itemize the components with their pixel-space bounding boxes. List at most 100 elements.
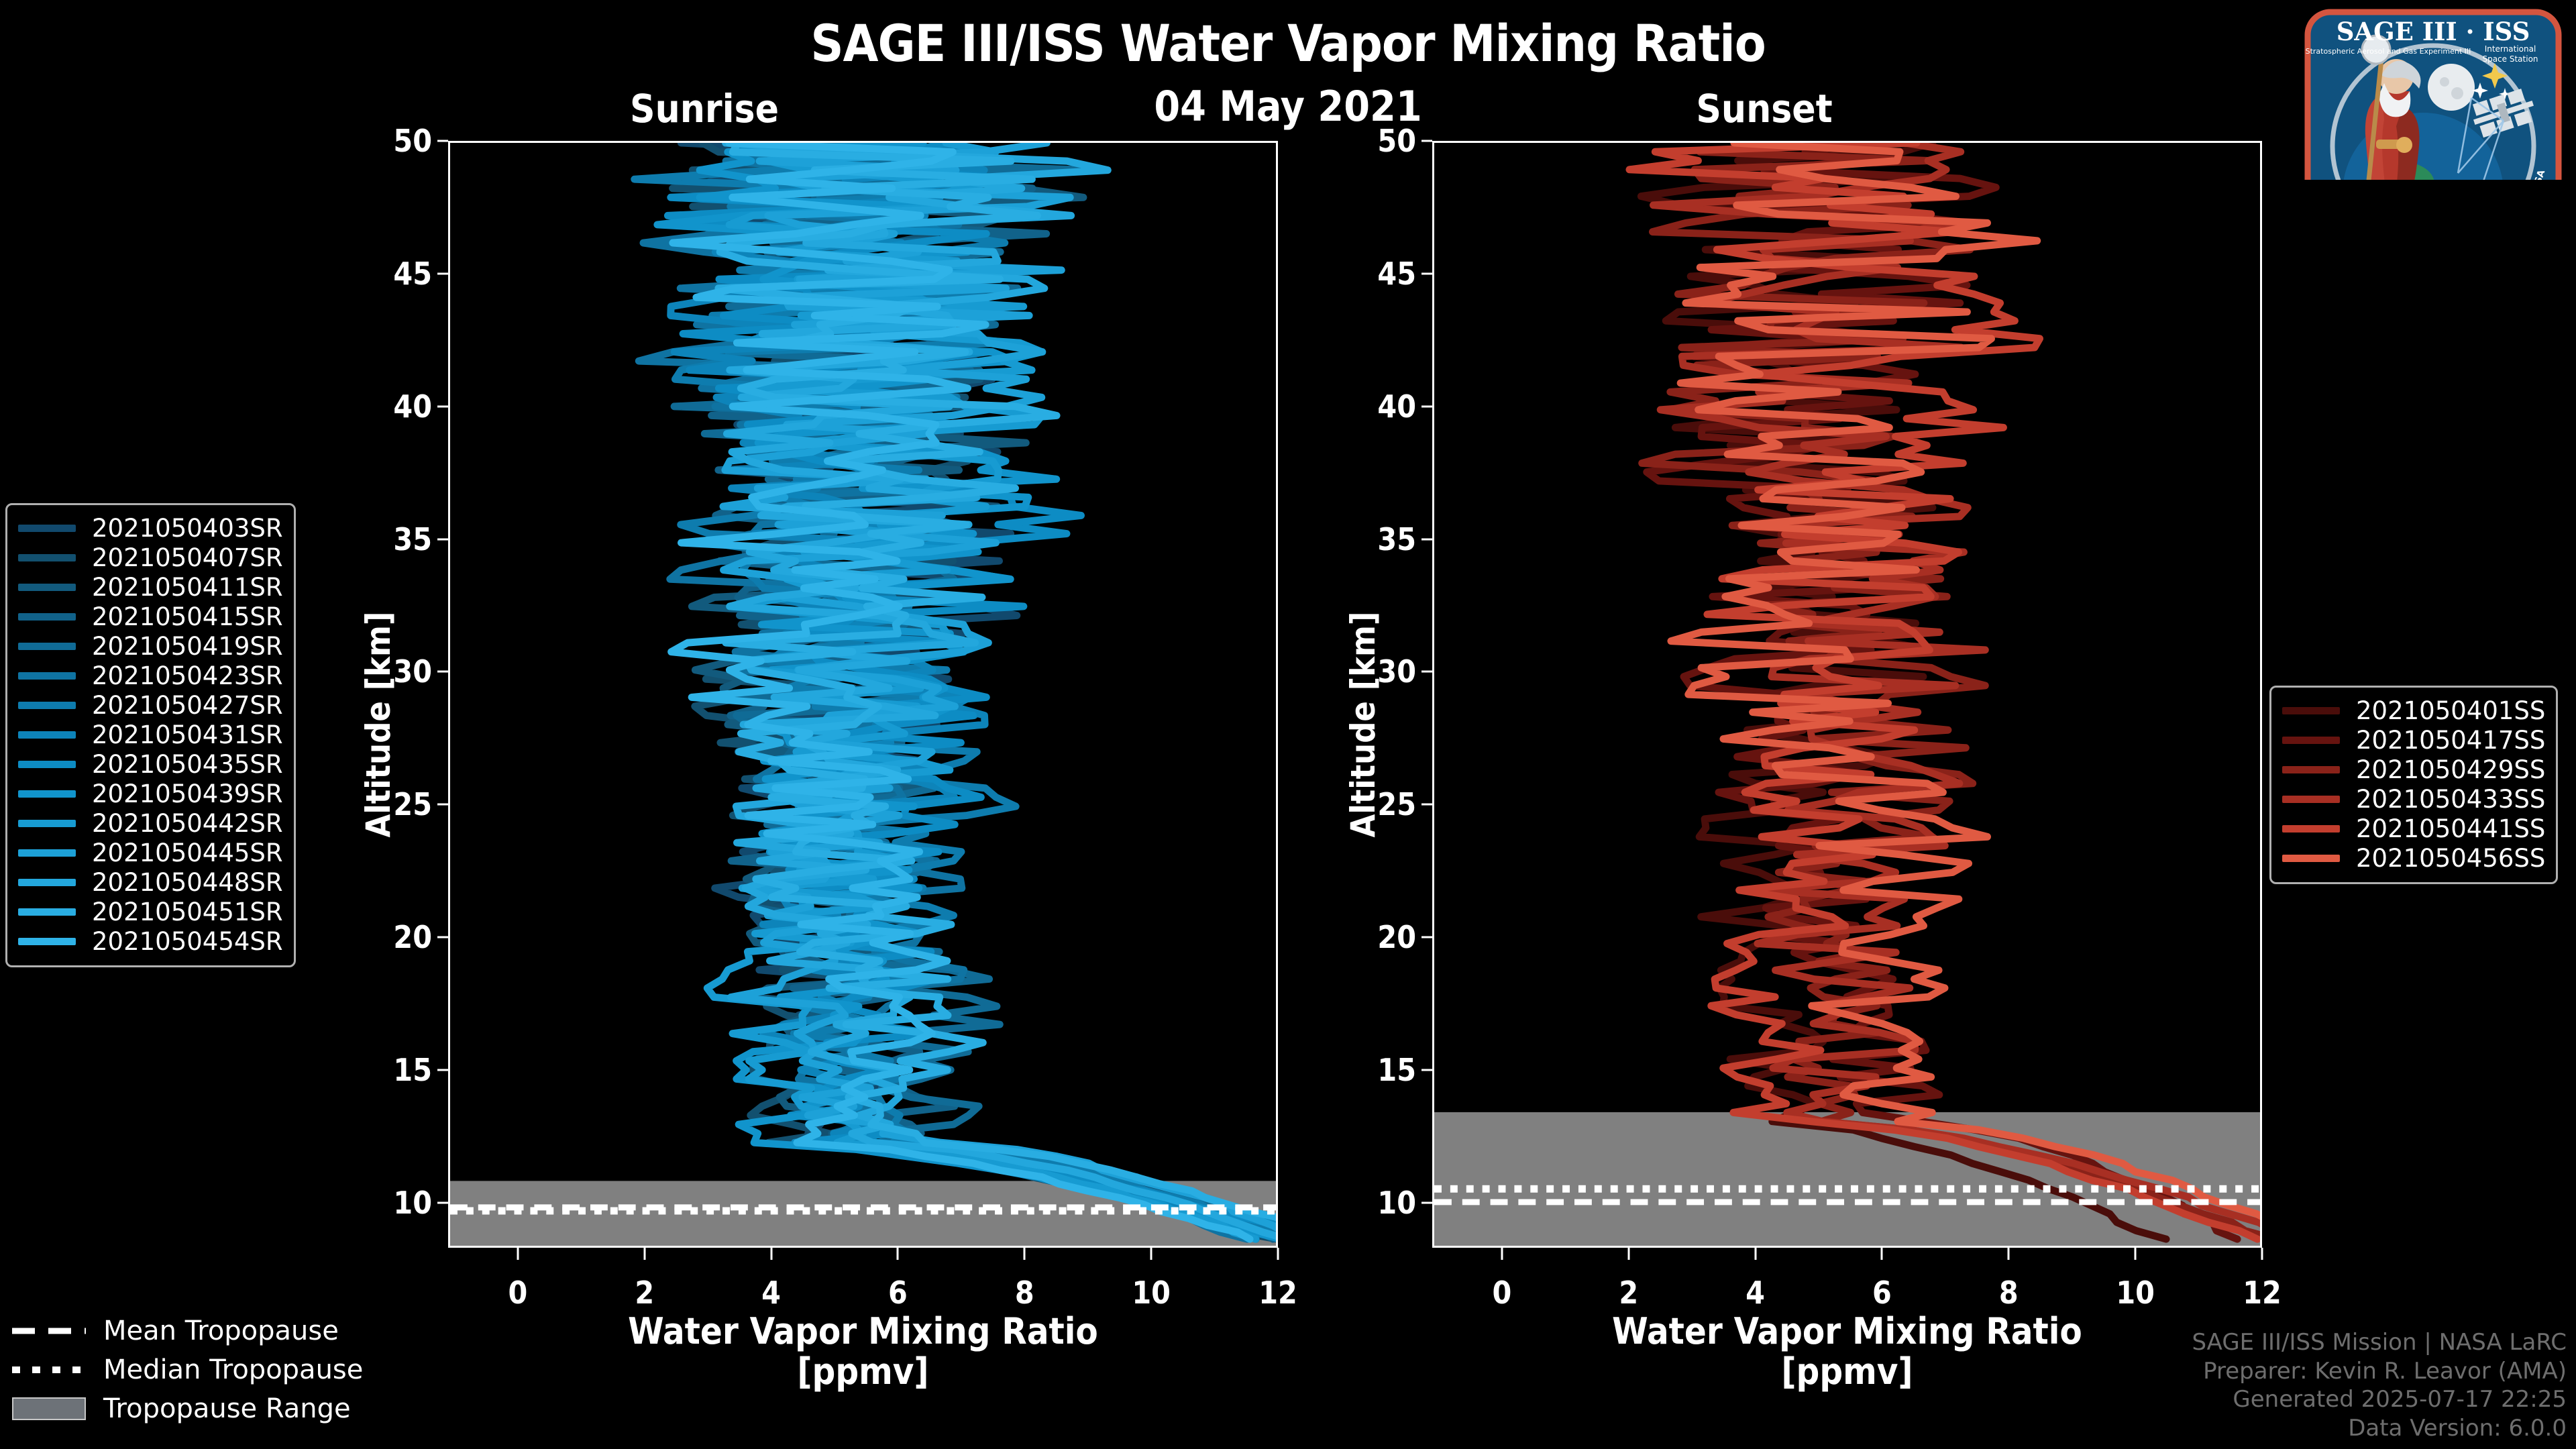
legend-item-sunrise[interactable]: 2021050403SR — [18, 513, 283, 543]
legend-item-sunrise[interactable]: 2021050411SR — [18, 572, 283, 602]
y-tick-mark-sunrise — [437, 538, 448, 541]
date-subtitle: 04 May 2021 — [1154, 82, 1422, 131]
legend-item-label: 2021050419SR — [92, 631, 283, 661]
legend-item-sunrise[interactable]: 2021050454SR — [18, 926, 283, 956]
legend-item-sunset[interactable]: 2021050441SS — [2282, 814, 2545, 843]
legend-color-swatch — [18, 760, 76, 768]
legend-item-sunset[interactable]: 2021050433SS — [2282, 784, 2545, 814]
profile-line — [1625, 143, 2260, 1243]
legend-color-swatch — [18, 701, 76, 709]
legend-item-label: 2021050407SR — [92, 543, 283, 572]
plot-panel-sunrise: 10 15 20 25 30 35 40 45 50 0 2 4 6 8 10 12 — [393, 123, 1297, 1311]
legend-item-label: 2021050427SR — [92, 690, 283, 720]
x-tick-mark-sunset — [1501, 1248, 1503, 1260]
y-tick-label-sunset: 25 — [1377, 786, 1416, 823]
legend-item-sunrise[interactable]: 2021050423SR — [18, 661, 283, 690]
y-tick-mark-sunrise — [437, 670, 448, 673]
legend-item-label: 2021050448SR — [92, 867, 283, 897]
credits-line: Data Version: 6.0.0 — [2348, 1414, 2567, 1442]
x-tick-mark-sunrise — [1023, 1248, 1026, 1260]
y-tick-mark-sunrise — [437, 1069, 448, 1071]
y-tick-mark-sunrise — [437, 803, 448, 806]
y-tick-label-sunset: 10 — [1377, 1184, 1416, 1221]
tropopause-legend-label: Mean Tropopause — [103, 1316, 339, 1346]
y-tick-mark-sunrise — [437, 405, 448, 408]
y-tick-mark-sunset — [1421, 140, 1432, 142]
legend-item-sunrise[interactable]: 2021050439SR — [18, 779, 283, 808]
credits-block: SAGE III/ISS Mission | NASA LaRC Preparer… — [2192, 1328, 2567, 1442]
legend-item-sunrise[interactable]: 2021050435SR — [18, 749, 283, 779]
y-tick-mark-sunset — [1421, 803, 1432, 806]
legend-item-sunrise[interactable]: 2021050451SR — [18, 897, 283, 926]
legend-item-sunrise[interactable]: 2021050407SR — [18, 543, 283, 572]
tropopause-legend-item[interactable]: Median Tropopause — [12, 1350, 363, 1389]
x-tick-mark-sunrise — [643, 1248, 646, 1260]
legend-item-sunset[interactable]: 2021050456SS — [2282, 843, 2545, 873]
x-axis-label-line1: Water Vapor Mixing Ratio — [1612, 1310, 2082, 1352]
legend-item-label: 2021050441SS — [2356, 814, 2546, 843]
legend-item-sunset[interactable]: 2021050417SS — [2282, 725, 2545, 755]
legend-item-sunrise[interactable]: 2021050442SR — [18, 808, 283, 838]
legend-item-label: 2021050442SR — [92, 808, 283, 838]
page-title: SAGE III/ISS Water Vapor Mixing Ratio — [810, 13, 1766, 73]
legend-item-sunrise[interactable]: 2021050419SR — [18, 631, 283, 661]
legend-item-sunrise[interactable]: 2021050448SR — [18, 867, 283, 897]
legend-item-sunrise[interactable]: 2021050431SR — [18, 720, 283, 749]
panel-title-sunrise: Sunrise — [630, 86, 779, 131]
panel-title-sunset: Sunset — [1696, 86, 1833, 131]
x-tick-label-sunrise: 0 — [508, 1275, 528, 1311]
plot-panel-sunset: 10 15 20 25 30 35 40 45 50 0 2 4 6 8 10 12 — [1377, 123, 2281, 1311]
legend-color-swatch — [18, 819, 76, 827]
x-tick-mark-sunset — [1880, 1248, 1883, 1260]
y-tick-mark-sunset — [1421, 272, 1432, 275]
legend-item-sunset[interactable]: 2021050401SS — [2282, 696, 2545, 725]
legend-item-label: 2021050429SS — [2356, 755, 2546, 784]
legend-sunrise: 2021050403SR 2021050407SR 2021050411SR 2021… — [5, 503, 296, 967]
logo-subtitle-right-2: Space Station — [2482, 54, 2538, 64]
legend-item-label: 2021050433SS — [2356, 784, 2546, 814]
tropopause-legend-item[interactable]: Mean Tropopause — [12, 1311, 363, 1350]
legend-item-sunrise[interactable]: 2021050427SR — [18, 690, 283, 720]
tropopause-legend-symbol-dotted — [12, 1363, 86, 1377]
mission-patch-svg: NASA LANGLEY RESEARCH CENTER ESA SAGE II… — [2304, 9, 2562, 180]
legend-item-sunrise[interactable]: 2021050415SR — [18, 602, 283, 631]
y-tick-label-sunset: 45 — [1377, 255, 1416, 292]
y-tick-label-sunrise: 35 — [393, 521, 432, 557]
legend-color-swatch — [18, 731, 76, 739]
x-tick-mark-sunrise — [1277, 1248, 1279, 1260]
legend-color-swatch — [18, 908, 76, 916]
y-tick-label-sunrise: 45 — [393, 255, 432, 292]
x-tick-label-sunrise: 4 — [761, 1275, 781, 1311]
y-tick-label-sunset: 50 — [1377, 123, 1416, 159]
legend-color-swatch — [18, 878, 76, 886]
y-tick-mark-sunrise — [437, 1201, 448, 1204]
legend-item-label: 2021050451SR — [92, 897, 283, 926]
x-axis-label-line2: [ppmv] — [1781, 1350, 1913, 1393]
profile-line — [719, 143, 1276, 1232]
legend-color-swatch — [2282, 854, 2340, 862]
x-tick-mark-sunset — [2134, 1248, 2137, 1260]
legend-color-swatch — [18, 672, 76, 680]
tropopause-legend-symbol-dashed — [12, 1324, 86, 1338]
x-tick-label-sunrise: 2 — [635, 1275, 655, 1311]
y-tick-label-sunrise: 40 — [393, 388, 432, 425]
y-tick-label-sunrise: 15 — [393, 1051, 432, 1088]
legend-color-swatch — [18, 612, 76, 621]
legend-item-sunrise[interactable]: 2021050445SR — [18, 838, 283, 867]
profile-lines-sunset — [1434, 143, 2260, 1246]
legend-color-swatch — [18, 583, 76, 591]
legend-color-swatch — [2282, 765, 2340, 773]
legend-item-label: 2021050415SR — [92, 602, 283, 631]
tropopause-legend-label: Tropopause Range — [103, 1393, 351, 1424]
legend-color-swatch — [18, 553, 76, 561]
legend-color-swatch — [2282, 795, 2340, 803]
y-tick-mark-sunset — [1421, 670, 1432, 673]
tropopause-legend-item[interactable]: Tropopause Range — [12, 1389, 363, 1428]
x-tick-label-sunrise: 10 — [1132, 1275, 1171, 1311]
legend-color-swatch — [2282, 824, 2340, 833]
x-tick-mark-sunrise — [1150, 1248, 1152, 1260]
y-tick-label-sunset: 30 — [1377, 653, 1416, 690]
legend-color-swatch — [18, 524, 76, 532]
legend-item-label: 2021050435SR — [92, 749, 283, 779]
legend-item-sunset[interactable]: 2021050429SS — [2282, 755, 2545, 784]
